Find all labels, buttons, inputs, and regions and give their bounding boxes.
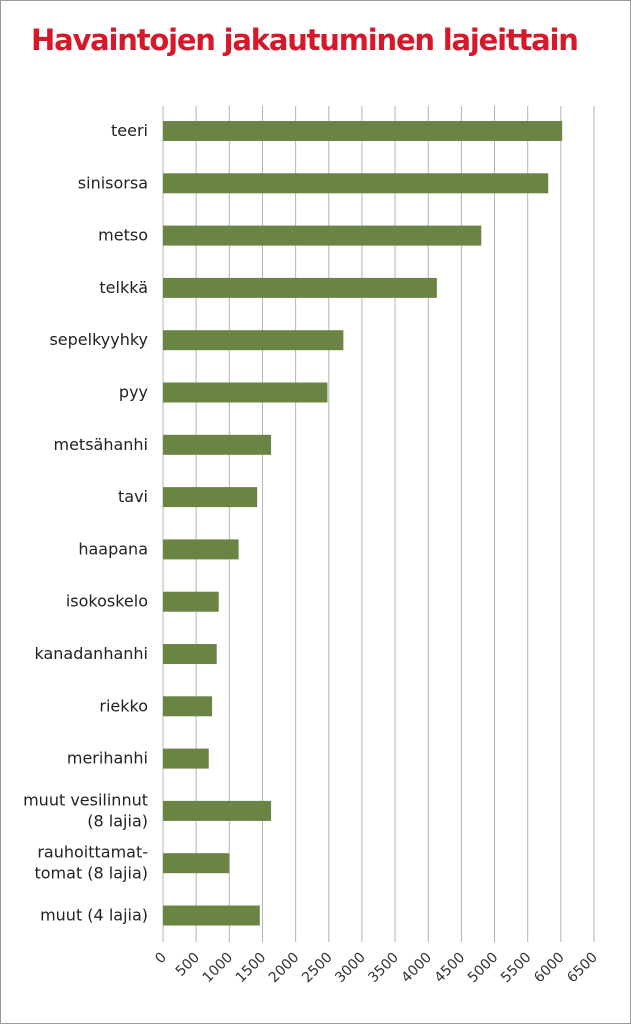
bar <box>163 225 482 246</box>
bar <box>163 121 563 141</box>
bar <box>163 539 239 560</box>
bar <box>163 173 549 194</box>
bar <box>163 434 272 455</box>
bar <box>163 853 230 874</box>
category-label: rauhoittamat- <box>37 843 148 862</box>
bars <box>163 121 563 926</box>
category-label: muut (4 lajia) <box>40 906 148 925</box>
category-label: telkkä <box>99 278 148 297</box>
category-label: isokoskelo <box>66 592 148 611</box>
category-label: metso <box>98 226 148 245</box>
x-tick-label: 4000 <box>399 950 436 987</box>
category-label: teeri <box>111 121 148 140</box>
category-label: haapana <box>78 539 148 558</box>
category-label: pyy <box>119 383 148 402</box>
x-tick-label: 0 <box>152 950 170 968</box>
category-label: sepelkyyhky <box>49 330 148 349</box>
category-labels: teeri sinisorsa metso telkkä sepelkyyhky pyy m… <box>23 121 148 925</box>
category-label: (8 lajia) <box>87 811 148 830</box>
x-tick-label: 500 <box>173 950 203 980</box>
bar <box>163 800 272 821</box>
bar <box>163 330 344 351</box>
bar <box>163 487 258 508</box>
bar <box>163 382 328 403</box>
x-tick-label: 6000 <box>531 950 568 987</box>
category-label: riekko <box>99 696 148 715</box>
x-tick-label: 2500 <box>299 950 336 987</box>
x-tick-label: 5500 <box>498 950 535 987</box>
bar <box>163 591 219 612</box>
x-tick-label: 3500 <box>365 950 402 987</box>
x-tick-label: 1000 <box>200 950 237 987</box>
category-label: tomat (8 lajia) <box>34 864 148 883</box>
category-label: sinisorsa <box>78 173 148 192</box>
bar <box>163 748 209 769</box>
x-tick-label: 6500 <box>564 950 601 987</box>
bar <box>163 696 213 717</box>
x-tick-label: 3000 <box>332 950 369 987</box>
x-tick-label: 2000 <box>266 950 303 987</box>
category-label: kanadanhanhi <box>34 644 148 663</box>
x-tick-labels: 0 500100015002000250030003500400045005000… <box>152 950 601 987</box>
category-label: metsähanhi <box>53 435 148 454</box>
x-tick-label: 5000 <box>465 950 502 987</box>
x-tick-label: 1500 <box>233 950 270 987</box>
category-label: tavi <box>118 487 148 506</box>
bar <box>163 905 260 926</box>
bar <box>163 277 437 298</box>
x-tick-label: 4500 <box>432 950 469 987</box>
category-label: muut vesilinnut <box>23 790 148 809</box>
bar <box>163 644 217 664</box>
chart-title: Havaintojen jakautuminen lajeittain <box>31 23 579 57</box>
category-label: merihanhi <box>67 749 148 768</box>
